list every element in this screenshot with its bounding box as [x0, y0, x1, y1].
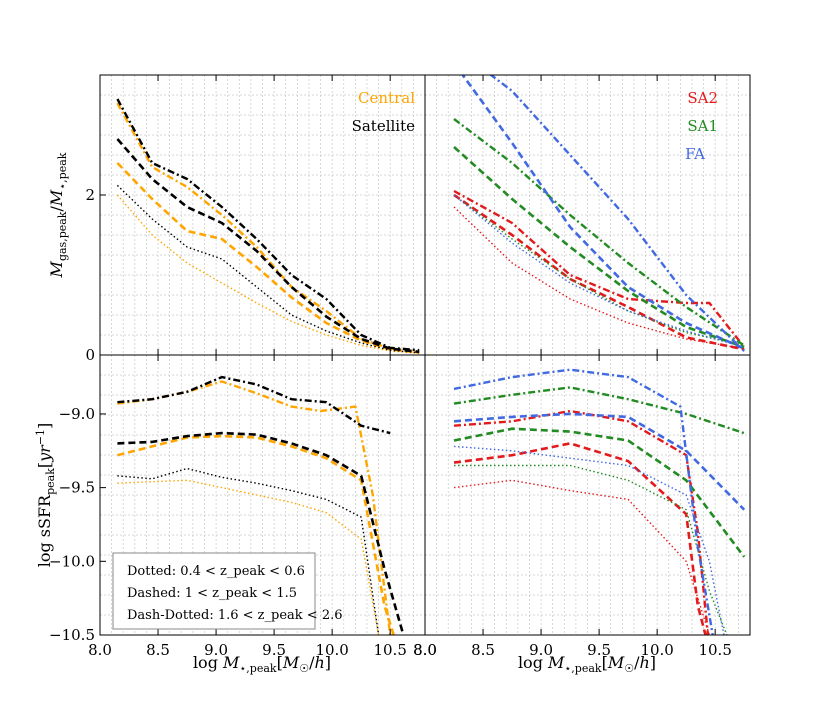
y-tick-label: −9.0 [59, 405, 95, 423]
series-line-sa2-dashed [453, 442, 707, 635]
series-line-fa-dashed [461, 75, 745, 350]
series-line-sa2-dotted [453, 479, 711, 635]
line-style-key: Dotted: 0.4 < z_peak < 0.6 Dashed: 1 < z… [112, 552, 343, 630]
key-dashed: Dashed: 1 < z_peak < 1.5 [127, 586, 297, 601]
x-tick-label: 8.0 [413, 641, 437, 659]
x-tick-label: 9.5 [587, 641, 611, 659]
panel-gas-fraction-central-satellite: 02 [85, 75, 425, 364]
ylabel-ssfr: log sSFRpeak[yr−1] [34, 423, 57, 568]
y-tick-label: −10.0 [49, 552, 95, 570]
series-line-central-dotted [117, 479, 380, 635]
series-line-fa-dashdot [453, 368, 714, 635]
y-tick-label: 2 [85, 186, 95, 204]
legend-central: Central [358, 89, 415, 107]
legend-sa1: SA1 [687, 117, 718, 135]
y-tick-label: 0 [85, 346, 95, 364]
key-dotted: Dotted: 0.4 < z_peak < 0.6 [127, 564, 305, 579]
ylabel-gas-fraction: Mgas,peak/M⋆,peak [47, 152, 69, 278]
series-line-satellite-dashed [116, 138, 420, 354]
series-line-sa1-dotted [453, 194, 745, 347]
legend-satellite: Satellite [352, 117, 416, 135]
series-line-central-dashed [117, 434, 396, 635]
series-line-sa2-dashdot [453, 189, 746, 348]
xlabel-left: log M⋆,peak[M☉/h] [193, 653, 331, 675]
series-line-sa1-dashdot [453, 386, 745, 435]
series-line-fa-dashdot [488, 75, 746, 352]
series-line-sa2-dashed [453, 193, 745, 351]
series-line-sa1-dashed [453, 427, 746, 558]
x-tick-label: 8.5 [146, 641, 170, 659]
xlabel-right: log M⋆,peak[M☉/h] [518, 653, 656, 675]
y-tick-label: −9.5 [59, 479, 95, 497]
x-tick-label: 10.0 [315, 641, 348, 659]
series-line-satellite-dotted [117, 467, 380, 635]
series-line-satellite-dashed [117, 431, 405, 635]
x-tick-label: 9.0 [529, 641, 553, 659]
series-line-sa2-dotted [453, 206, 745, 350]
x-tick-label: 10.0 [640, 641, 673, 659]
series-line-satellite-dashdot [116, 98, 420, 352]
series-line-sa1-dashed [453, 146, 745, 349]
series-line-sa1-dashdot [453, 118, 745, 347]
x-tick-label: 8.0 [88, 641, 112, 659]
x-tick-label: 10.5 [698, 641, 731, 659]
x-tick-label: 8.5 [471, 641, 495, 659]
x-tick-label: 8.0 [413, 641, 437, 659]
key-dashdot: Dash-Dotted: 1.6 < z_peak < 2.6 [127, 608, 343, 623]
series-line-fa-dashed [453, 412, 746, 511]
x-tick-label: 9.5 [262, 641, 286, 659]
series-line-sa2-dashdot [453, 409, 710, 635]
panel-ssfr-sa-fa: 8.0 8.5 9.0 9.5 10.0 10.5 [413, 355, 750, 659]
panel-gas-fraction-sa-fa [424, 75, 750, 355]
x-tick-label: 10.5 [373, 641, 406, 659]
legend-fa: FA [685, 145, 705, 163]
series-line-central-dashed [116, 162, 420, 354]
series-line-central-dotted [116, 194, 420, 355]
series-line-satellite-dotted [116, 184, 420, 354]
series-line-satellite-dashdot [117, 375, 391, 435]
series-line-sa1-dotted [454, 464, 728, 635]
y-tick-label: −10.5 [49, 626, 95, 644]
series-line-central-dashdot [117, 380, 392, 635]
legend-sa2: SA2 [687, 89, 718, 107]
x-tick-label: 9.0 [204, 641, 228, 659]
